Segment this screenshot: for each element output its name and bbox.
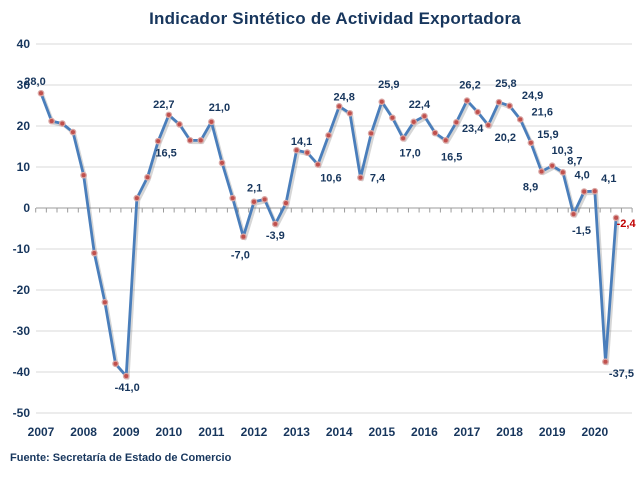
svg-text:8,7: 8,7 <box>567 155 582 167</box>
svg-text:20,2: 20,2 <box>495 132 516 144</box>
svg-text:2017: 2017 <box>454 425 481 439</box>
svg-text:2008: 2008 <box>70 425 97 439</box>
svg-text:16,5: 16,5 <box>155 147 176 159</box>
svg-text:24,8: 24,8 <box>333 91 354 103</box>
svg-text:14,1: 14,1 <box>291 136 312 148</box>
svg-text:-10: -10 <box>13 242 31 256</box>
svg-text:4,1: 4,1 <box>601 173 616 185</box>
svg-text:7,4: 7,4 <box>370 173 386 185</box>
svg-text:25,9: 25,9 <box>378 79 399 91</box>
svg-text:23,4: 23,4 <box>462 123 484 135</box>
svg-text:2010: 2010 <box>155 425 182 439</box>
svg-text:8,9: 8,9 <box>523 182 538 194</box>
svg-text:-2,4: -2,4 <box>617 218 637 230</box>
svg-text:16,5: 16,5 <box>441 151 462 163</box>
svg-text:17,0: 17,0 <box>399 147 420 159</box>
svg-text:2020: 2020 <box>581 425 608 439</box>
svg-text:2019: 2019 <box>539 425 566 439</box>
svg-text:2018: 2018 <box>496 425 523 439</box>
svg-text:28,0: 28,0 <box>24 76 45 88</box>
svg-text:20: 20 <box>17 119 31 133</box>
svg-text:10,6: 10,6 <box>320 173 341 185</box>
svg-text:10: 10 <box>17 160 31 174</box>
svg-text:2013: 2013 <box>283 425 310 439</box>
svg-text:-3,9: -3,9 <box>266 230 285 242</box>
svg-text:30: 30 <box>17 78 31 92</box>
svg-text:22,4: 22,4 <box>409 99 431 111</box>
svg-text:2011: 2011 <box>198 425 224 439</box>
chart-title: Indicador Sintético de Actividad Exporta… <box>149 9 521 28</box>
svg-text:21,0: 21,0 <box>209 102 230 114</box>
svg-text:-20: -20 <box>13 283 31 297</box>
svg-text:4,0: 4,0 <box>575 170 590 182</box>
svg-text:0: 0 <box>23 201 30 215</box>
source-note: Fuente: Secretaría de Estado de Comercio <box>10 452 232 464</box>
svg-text:-30: -30 <box>13 324 31 338</box>
svg-text:-41,0: -41,0 <box>115 382 140 394</box>
svg-text:15,9: 15,9 <box>537 129 558 141</box>
svg-text:2016: 2016 <box>411 425 438 439</box>
svg-text:2014: 2014 <box>326 425 353 439</box>
svg-text:2015: 2015 <box>368 425 395 439</box>
svg-text:-40: -40 <box>13 365 31 379</box>
svg-text:10,3: 10,3 <box>551 145 572 157</box>
svg-text:-7,0: -7,0 <box>231 250 250 262</box>
svg-text:2,1: 2,1 <box>247 182 262 194</box>
svg-text:-50: -50 <box>13 406 31 420</box>
svg-text:2007: 2007 <box>28 425 55 439</box>
svg-text:-37,5: -37,5 <box>609 368 634 380</box>
svg-text:24,9: 24,9 <box>522 90 543 102</box>
svg-text:2012: 2012 <box>241 425 268 439</box>
svg-text:25,8: 25,8 <box>495 78 516 90</box>
svg-text:40: 40 <box>17 37 31 51</box>
svg-text:-1,5: -1,5 <box>572 225 591 237</box>
svg-text:26,2: 26,2 <box>459 80 480 92</box>
svg-text:22,7: 22,7 <box>153 99 174 111</box>
svg-text:21,6: 21,6 <box>532 106 553 118</box>
svg-text:2009: 2009 <box>113 425 140 439</box>
